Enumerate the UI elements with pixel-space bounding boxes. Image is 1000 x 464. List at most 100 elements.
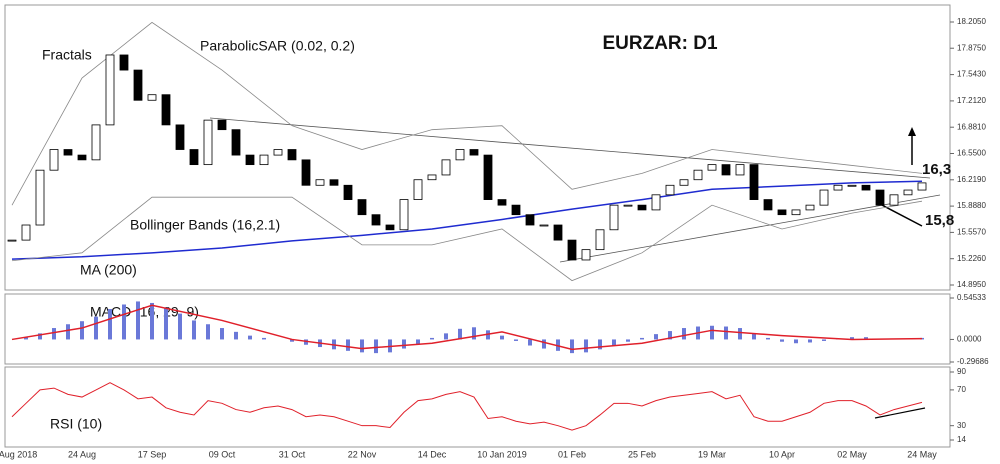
candle [273,149,283,156]
macd-bar [472,327,476,340]
candle [581,249,591,261]
candle [483,154,493,200]
macd-bar [514,339,518,341]
macd-bar [738,328,742,340]
macd-bar [612,339,616,346]
candle [441,159,451,176]
x-tick-label: 19 Mar [698,449,726,459]
macd-bar [668,331,672,340]
macd-bar [570,339,574,354]
candle [119,54,129,71]
macd-bar [346,339,350,351]
y-tick-label: 17.2120 [957,96,986,105]
candle [315,179,325,186]
candle [847,184,857,187]
ma-line [11,180,923,260]
candle [413,179,423,200]
macd-bar [822,339,826,341]
annotation: 16,3 [922,161,951,178]
macd-bar [626,339,630,342]
rsi-trend-line [874,407,926,419]
x-tick-label: 24 May [907,449,937,459]
candle [91,124,101,161]
macd-bar [290,339,294,342]
x-tick-label: 02 Aug 2018 [0,449,37,459]
x-tick-label: 31 Oct [279,449,306,459]
y-tick-label: 0.0000 [957,335,982,344]
macd-bar [444,333,448,340]
y-tick-label: 14.8950 [957,280,986,289]
y-tick-label: 16.8810 [957,122,986,131]
macd-bar [220,328,224,340]
candle [357,199,367,216]
y-tick-label: 15.8880 [957,201,986,210]
candle [77,154,87,161]
macd-bar [80,321,84,340]
candle [427,174,437,181]
indicator-label: RSI (10) [50,416,102,432]
candle [637,204,647,211]
macd-bar [38,333,42,340]
macd-bar [654,334,658,340]
candle [301,159,311,186]
indicator-label: ParabolicSAR (0.02, 0.2) [200,38,355,54]
macd-bar [542,339,546,349]
y-tick-label: 16.5500 [957,149,986,158]
candle [511,204,521,216]
candle [21,224,31,241]
macd-bar [752,333,756,340]
candle [287,149,297,161]
y-tick-label: 30 [957,421,966,430]
macd-bar [500,335,504,340]
macd-bar [262,337,266,340]
x-tick-label: 25 Feb [628,449,656,459]
macd-bar [136,301,140,340]
macd-bar [682,328,686,340]
macd-bar [724,326,728,340]
y-tick-label: 14 [957,435,966,444]
candle [147,94,157,101]
candle [693,169,703,181]
candle [105,54,115,126]
candle [343,184,353,200]
macd-bar [66,324,70,340]
macd-bar [360,339,364,353]
indicator-label: MACD (16, 29, 9) [90,304,199,320]
macd-bar [150,302,154,340]
candle [777,209,787,216]
macd-bar [416,339,420,345]
candle [455,149,465,161]
candle [217,119,227,131]
candle [399,199,409,231]
candle [525,214,535,226]
band-lower [11,196,923,282]
x-tick-label: 17 Sep [138,449,167,459]
macd-bar [794,339,798,344]
trend-line [877,202,923,227]
x-tick-label: 14 Dec [418,449,447,459]
arrow-head [908,127,916,136]
y-tick-label: 70 [957,385,966,394]
annotation: 15,8 [925,212,954,229]
candle [623,204,633,207]
candle [259,154,269,166]
candle [651,194,661,211]
candle [819,189,829,206]
indicator-label: MA (200) [80,262,137,278]
y-tick-label: 16.2190 [957,175,986,184]
macd-bar [24,337,28,340]
candle [161,94,171,126]
x-tick-label: 10 Jan 2019 [477,449,527,459]
macd-bar [52,328,56,340]
y-tick-label: 15.5570 [957,228,986,237]
candle [749,164,759,200]
candle [231,129,241,156]
y-tick-label: 17.8750 [957,43,986,52]
trend-line [559,194,941,263]
macd-bar [122,304,126,340]
candle [35,169,45,226]
indicator-label: Bollinger Bands (16,2.1) [130,217,280,233]
candle [861,184,871,191]
rsi-line [11,382,923,431]
candle [763,199,773,211]
